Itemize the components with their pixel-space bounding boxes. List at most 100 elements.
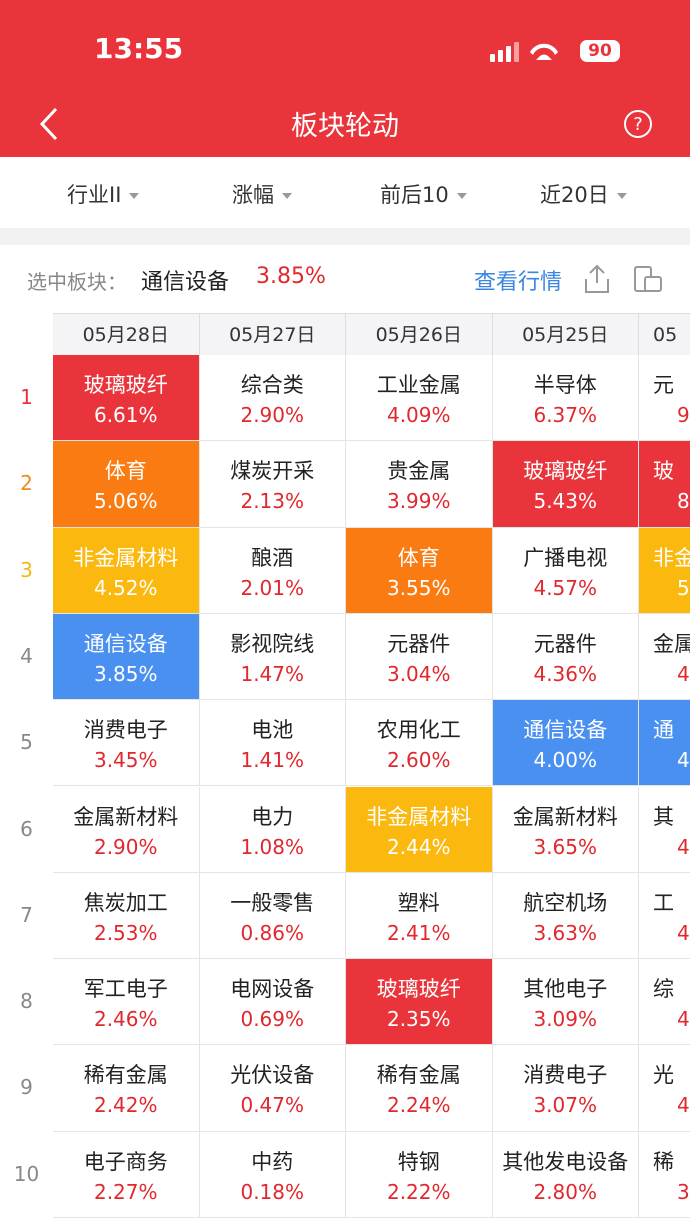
sector-cell[interactable]: 广播电视 4.57% xyxy=(492,527,639,614)
sector-name: 酿酒 xyxy=(251,545,294,570)
rank-label: 4 xyxy=(20,643,33,668)
sector-cell[interactable]: 非金属材料 4.52% xyxy=(53,527,200,614)
screenshot-button[interactable] xyxy=(632,263,664,295)
sector-cell[interactable]: 金属新材料 3.65% xyxy=(492,786,639,873)
sector-change: 2.80% xyxy=(533,1179,598,1204)
sector-cell[interactable]: 光伏设备 0.47% xyxy=(199,1045,346,1132)
sector-cell[interactable]: 煤炭开采 2.13% xyxy=(199,441,346,528)
filter-dropdown[interactable]: 行业II xyxy=(67,179,139,209)
sector-name: 玻璃玻纤 xyxy=(523,459,608,484)
sector-name: 消费电子 xyxy=(83,718,168,743)
filter-dropdown[interactable]: 涨幅 xyxy=(232,179,292,209)
sector-cell[interactable]: 消费电子 3.07% xyxy=(492,1045,639,1132)
sector-cell[interactable]: 影视院线 1.47% xyxy=(199,613,346,701)
sector-change: 2.01% xyxy=(240,575,305,600)
sector-cell[interactable]: 体育 3.55% xyxy=(346,527,493,614)
sector-name: 光伏设备 xyxy=(230,1063,315,1088)
rank-label: 2 xyxy=(20,471,33,496)
sector-cell[interactable]: 一般零售 0.86% xyxy=(199,872,346,960)
sector-cell[interactable]: 中药 0.18% xyxy=(199,1131,346,1218)
sector-cell[interactable]: 特钢 2.22% xyxy=(346,1131,493,1218)
sector-cell[interactable]: 其他发电设备 2.80% xyxy=(492,1131,639,1218)
sector-name: 体育 xyxy=(104,459,147,484)
sector-cell[interactable]: 玻璃玻纤 6.61% xyxy=(53,355,200,442)
sector-cell[interactable]: 塑料 2.41% xyxy=(346,872,493,960)
sector-change: 2.27% xyxy=(93,1179,158,1204)
sector-cell[interactable]: 农用化工 2.60% xyxy=(346,700,493,787)
sector-change: 4 xyxy=(677,748,690,773)
sector-change: 6.37% xyxy=(533,403,598,427)
sector-change: 4.00% xyxy=(533,748,598,773)
sector-name: 一般零售 xyxy=(230,890,315,915)
sector-cell[interactable]: 电网设备 0.69% xyxy=(199,959,346,1046)
sector-cell[interactable]: 综合类 2.90% xyxy=(199,355,346,442)
sector-cell[interactable]: 半导体 6.37% xyxy=(492,355,639,442)
sector-name: 消费电子 xyxy=(523,1063,608,1088)
sector-cell[interactable]: 元器件 3.04% xyxy=(346,613,493,701)
sector-cell[interactable]: 稀有金属 2.42% xyxy=(53,1045,200,1132)
sector-change: 2.53% xyxy=(93,920,158,945)
sector-cell[interactable]: 金属 4 xyxy=(639,613,690,701)
rank-label: 1 xyxy=(20,385,33,409)
sector-cell[interactable]: 焦炭加工 2.53% xyxy=(53,872,200,960)
sector-change: 3 xyxy=(677,1179,690,1204)
sector-cell[interactable]: 军工电子 2.46% xyxy=(53,959,200,1046)
sector-change: 4 xyxy=(677,1007,690,1032)
sector-cell[interactable]: 非金属材料 2.44% xyxy=(346,786,493,873)
sector-cell[interactable]: 金属新材料 2.90% xyxy=(53,786,200,873)
help-button[interactable]: ? xyxy=(622,108,654,140)
sector-name: 工业金属 xyxy=(376,373,461,397)
separator xyxy=(0,228,690,245)
sector-change: 1.41% xyxy=(240,748,305,773)
share-button[interactable] xyxy=(582,263,612,295)
sector-change: 3.99% xyxy=(386,489,451,514)
view-quote-link[interactable]: 查看行情 xyxy=(474,270,563,295)
sector-cell[interactable]: 酿酒 2.01% xyxy=(199,527,346,614)
sector-name: 电力 xyxy=(251,804,294,829)
sector-cell[interactable]: 元器件 4.36% xyxy=(492,613,639,701)
sector-cell[interactable]: 电力 1.08% xyxy=(199,786,346,873)
sector-change: 6.61% xyxy=(93,403,158,427)
sector-cell[interactable]: 工业金属 4.09% xyxy=(346,355,493,442)
sector-name: 稀有金属 xyxy=(376,1063,461,1088)
selected-label: 选中板块： xyxy=(27,270,127,294)
sector-name: 金属新材料 xyxy=(73,804,179,829)
rotation-table: 05月28日 05月27日 05月26日 05月25日 05 1 玻璃玻纤 6.61% 综合类 2… xyxy=(0,313,690,1222)
sector-change: 3.45% xyxy=(93,748,158,773)
sector-change: 0.69% xyxy=(240,1007,305,1032)
sector-cell[interactable]: 贵金属 3.99% xyxy=(346,441,493,528)
sector-change: 4.57% xyxy=(533,575,598,600)
sector-cell[interactable]: 体育 5.06% xyxy=(53,441,200,528)
back-button[interactable] xyxy=(36,106,60,142)
sector-cell[interactable]: 航空机场 3.63% xyxy=(492,872,639,960)
filter-dropdown[interactable]: 近20日 xyxy=(540,179,627,209)
sector-cell[interactable]: 其他电子 3.09% xyxy=(492,959,639,1046)
sector-name: 焦炭加工 xyxy=(83,890,168,915)
sector-change: 8 xyxy=(677,489,690,514)
sector-cell[interactable]: 消费电子 3.45% xyxy=(53,700,200,787)
filter-dropdown[interactable]: 前后10 xyxy=(380,179,467,209)
sector-cell[interactable]: 非金 5 xyxy=(639,527,690,614)
sector-name: 通信设备 xyxy=(83,631,168,656)
sector-change: 4.36% xyxy=(533,661,598,686)
sector-name: 电子商务 xyxy=(83,1149,168,1174)
sector-name: 通 xyxy=(653,718,674,743)
battery: 90 xyxy=(580,40,620,62)
sector-cell[interactable]: 电池 1.41% xyxy=(199,700,346,787)
sector-cell[interactable]: 通信设备 4.00% xyxy=(492,700,639,787)
sector-cell[interactable]: 通信设备 3.85% xyxy=(53,613,200,701)
sector-cell[interactable]: 玻璃玻纤 2.35% xyxy=(346,959,493,1046)
sector-cell[interactable]: 玻璃玻纤 5.43% xyxy=(492,441,639,528)
sector-name: 玻璃玻纤 xyxy=(376,977,461,1002)
sector-name: 军工电子 xyxy=(83,977,168,1002)
sector-cell[interactable]: 稀有金属 2.24% xyxy=(346,1045,493,1132)
sector-cell[interactable]: 电子商务 2.27% xyxy=(53,1131,200,1218)
